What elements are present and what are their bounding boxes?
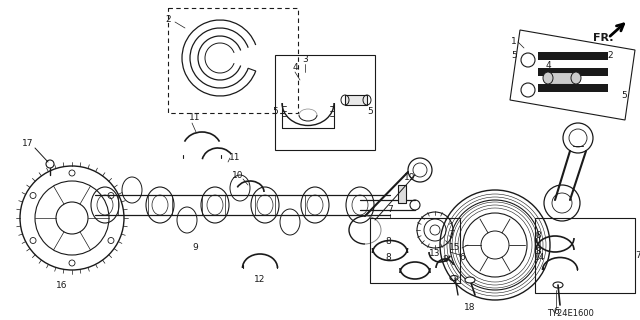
Text: 1: 1 xyxy=(511,37,517,46)
Ellipse shape xyxy=(571,72,581,84)
Circle shape xyxy=(521,53,535,67)
Text: 3: 3 xyxy=(302,55,308,65)
Text: 13: 13 xyxy=(429,249,441,258)
Text: 18: 18 xyxy=(464,303,476,313)
Text: 19: 19 xyxy=(404,173,416,182)
Text: 8: 8 xyxy=(442,255,448,265)
Text: 8: 8 xyxy=(535,231,541,241)
Text: 6: 6 xyxy=(553,308,559,316)
Polygon shape xyxy=(510,30,635,120)
Text: 5: 5 xyxy=(367,108,373,116)
Text: 7: 7 xyxy=(635,251,640,260)
Bar xyxy=(275,55,375,150)
Bar xyxy=(538,52,608,60)
Text: 5: 5 xyxy=(511,51,517,60)
Text: 16: 16 xyxy=(56,282,68,291)
Text: 8: 8 xyxy=(385,253,391,262)
Text: 8: 8 xyxy=(535,247,541,257)
Text: 14: 14 xyxy=(534,253,546,262)
Text: FR.: FR. xyxy=(593,33,613,43)
Text: 6: 6 xyxy=(459,253,465,262)
Text: 8: 8 xyxy=(385,237,391,246)
Bar xyxy=(398,185,406,203)
Text: 11: 11 xyxy=(229,154,241,163)
Text: 4: 4 xyxy=(292,63,298,73)
Text: 12: 12 xyxy=(254,276,266,284)
Bar xyxy=(538,68,608,76)
Bar xyxy=(168,8,298,113)
Text: 5: 5 xyxy=(272,108,278,116)
Ellipse shape xyxy=(543,72,553,84)
Text: 7: 7 xyxy=(387,205,393,214)
Bar xyxy=(538,84,608,92)
Text: 4: 4 xyxy=(545,60,551,69)
Circle shape xyxy=(521,83,535,97)
Bar xyxy=(345,95,367,105)
Text: 9: 9 xyxy=(192,244,198,252)
Ellipse shape xyxy=(465,277,475,283)
Bar xyxy=(370,218,460,283)
Text: 17: 17 xyxy=(22,140,34,148)
Text: 5: 5 xyxy=(621,91,627,100)
Text: 15: 15 xyxy=(449,244,461,252)
Bar xyxy=(548,72,576,84)
Text: 10: 10 xyxy=(232,171,244,180)
Bar xyxy=(535,218,635,293)
Text: 11: 11 xyxy=(189,114,201,123)
Text: 2: 2 xyxy=(607,51,613,60)
Text: TY24E1600: TY24E1600 xyxy=(547,308,593,317)
Text: 2: 2 xyxy=(165,15,171,25)
